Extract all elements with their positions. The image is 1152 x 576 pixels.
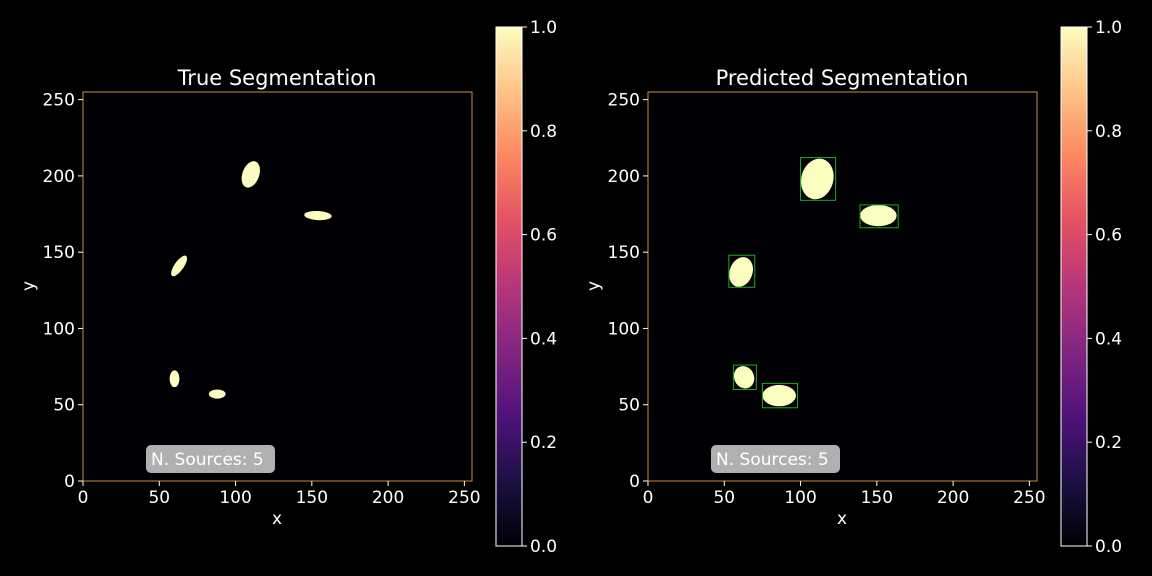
y-tick-label: 200 [43, 167, 75, 187]
bounding-box [732, 364, 757, 390]
y-tick-label: 150 [43, 243, 75, 263]
source-count-text: N. Sources: 5 [716, 450, 829, 470]
x-axis-label: x [272, 509, 282, 529]
segmentation-blob [169, 370, 180, 388]
bounding-box [800, 157, 837, 201]
segmentation-blob [241, 161, 260, 188]
source-count-text: N. Sources: 5 [151, 450, 264, 470]
y-tick-label: 50 [618, 396, 640, 416]
segmentation-blob [762, 384, 796, 407]
segmentation-blob [860, 204, 897, 227]
segmentation-blob [800, 158, 834, 200]
plot-frame [647, 91, 1038, 482]
source-count-badge: N. Sources: 5 [146, 445, 275, 473]
x-tick-label: 100 [784, 488, 816, 508]
y-tick-label: 250 [43, 91, 75, 111]
segmentation-blob [729, 257, 754, 287]
colorbar-tick-label: 1.0 [1095, 18, 1122, 38]
plot-area [648, 92, 1037, 481]
x-tick-label: 150 [296, 488, 328, 508]
y-tick-label: 50 [53, 396, 75, 416]
y-tick-label: 250 [608, 91, 640, 111]
y-tick-label: 200 [608, 167, 640, 187]
x-tick-label: 150 [861, 488, 893, 508]
colorbar-tick-label: 0.0 [530, 537, 557, 557]
bounding-box [859, 204, 899, 229]
colorbar-tick-label: 0.6 [530, 226, 557, 246]
bounding-box [728, 254, 756, 288]
plot-title: True Segmentation [177, 66, 377, 90]
plot-area [83, 92, 472, 481]
y-tick-label: 150 [608, 243, 640, 263]
x-tick-label: 0 [643, 488, 654, 508]
colorbar-tick-label: 0.2 [530, 433, 557, 453]
badge-background [711, 445, 840, 473]
colorbar-tick-label: 0.8 [1095, 122, 1122, 142]
plot-frame [82, 91, 473, 482]
segmentation-blob [208, 389, 226, 399]
x-tick-label: 200 [937, 488, 969, 508]
y-tick-label: 0 [64, 472, 75, 492]
plot-title: Predicted Segmentation [716, 66, 969, 90]
segmentation-blob [733, 366, 755, 389]
colorbar-tick-label: 0.4 [530, 329, 557, 349]
x-tick-label: 250 [448, 488, 480, 508]
y-tick-label: 0 [629, 472, 640, 492]
y-axis-label: y [584, 281, 604, 291]
source-count-badge: N. Sources: 5 [711, 445, 840, 473]
colorbar [495, 26, 523, 547]
badge-background [146, 445, 275, 473]
x-tick-label: 50 [713, 488, 735, 508]
x-axis-label: x [837, 509, 847, 529]
segmentation-blob [171, 255, 188, 277]
x-tick-label: 200 [372, 488, 404, 508]
bounding-box [761, 382, 798, 409]
y-axis-label: y [19, 281, 39, 291]
segmentation-blob [304, 210, 332, 221]
x-tick-label: 50 [148, 488, 170, 508]
colorbar-tick-label: 0.4 [1095, 329, 1122, 349]
colorbar [1060, 26, 1088, 547]
x-tick-label: 0 [78, 488, 89, 508]
y-tick-label: 100 [43, 319, 75, 339]
y-tick-label: 100 [608, 319, 640, 339]
x-tick-label: 250 [1013, 488, 1045, 508]
colorbar-tick-label: 0.0 [1095, 537, 1122, 557]
colorbar-tick-label: 1.0 [530, 18, 557, 38]
x-tick-label: 100 [219, 488, 251, 508]
colorbar-tick-label: 0.8 [530, 122, 557, 142]
colorbar-tick-label: 0.2 [1095, 433, 1122, 453]
colorbar-tick-label: 0.6 [1095, 226, 1122, 246]
